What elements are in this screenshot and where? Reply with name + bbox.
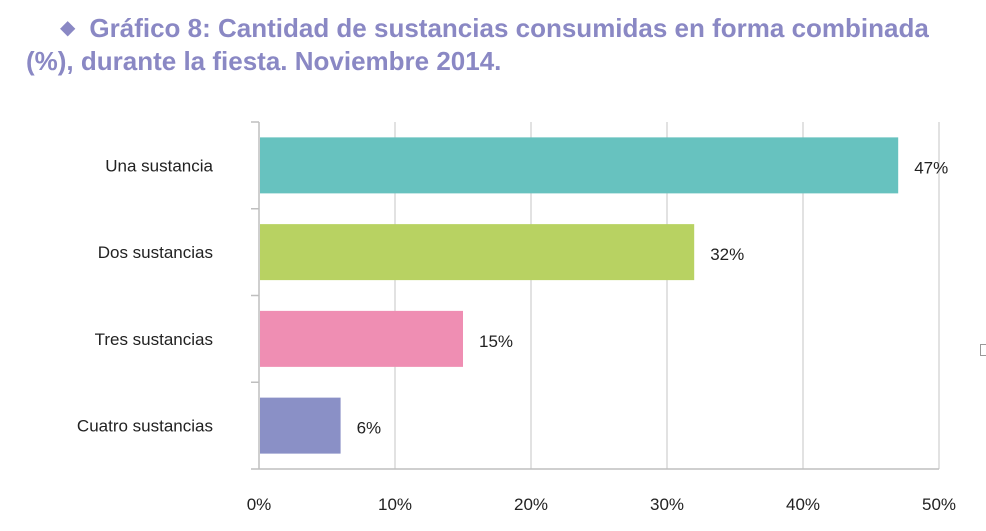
category-label: Cuatro sustancias [77,417,213,436]
x-tick-label: 30% [650,495,684,514]
bar [260,397,341,454]
x-tick-label: 50% [922,495,956,514]
x-tick-label: 40% [786,495,820,514]
value-label: 47% [914,158,948,177]
category-label: Tres sustancias [95,330,213,349]
chart-title: ◆ Gráfico 8: Cantidad de sustancias consu… [26,12,981,78]
category-label: Dos sustancias [98,243,213,262]
bar [260,310,463,367]
diamond-icon: ◆ [60,17,76,39]
title-line-1: ◆ Gráfico 8: Cantidad de sustancias consu… [26,12,981,45]
value-label: 15% [479,332,513,351]
bar [260,224,695,281]
title-line-2: (%), durante la fiesta. Noviembre 2014. [26,46,502,76]
value-label: 6% [357,419,382,438]
category-label: Una sustancia [105,156,213,175]
x-tick-label: 0% [247,495,272,514]
title-text-1: Gráfico 8: Cantidad de sustancias consum… [89,13,929,43]
value-label: 32% [710,245,744,264]
x-tick-label: 20% [514,495,548,514]
x-tick-label: 10% [378,495,412,514]
bar [260,137,899,194]
edge-bracket [980,344,986,356]
